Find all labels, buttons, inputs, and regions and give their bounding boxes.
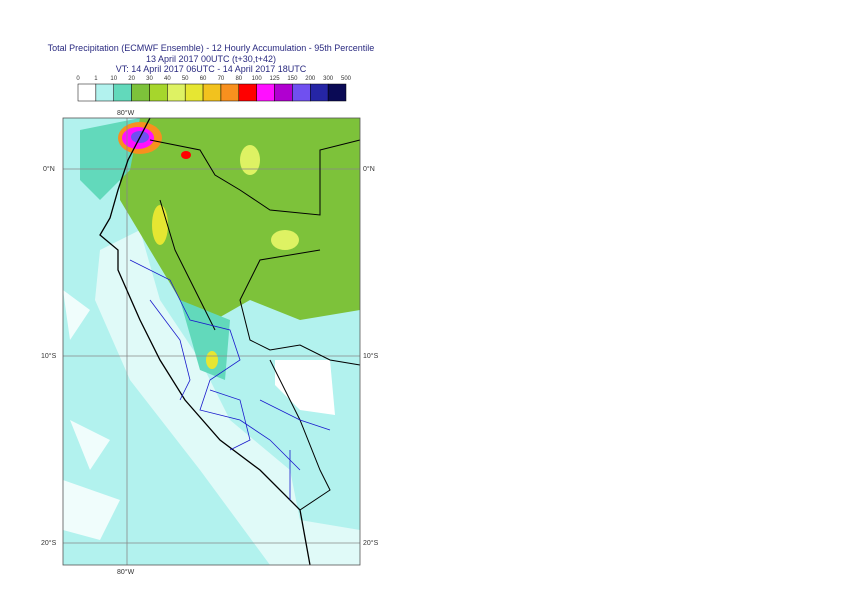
colorbar-label: 20	[128, 76, 135, 82]
dry-area	[95, 230, 360, 565]
colorbar-box	[95, 83, 114, 102]
lat-label: 20°S	[363, 539, 379, 547]
lat-label: 20°S	[41, 539, 57, 547]
coastline	[99, 117, 311, 566]
lat-label: 10°S	[41, 352, 57, 360]
colorbar-label: 10	[110, 76, 117, 82]
colorbar-label: 50	[182, 76, 189, 82]
lon-label: 80°W	[117, 109, 135, 117]
colorbar-label: 30	[146, 76, 153, 82]
map	[62, 117, 361, 566]
colorbar-box	[292, 83, 311, 102]
colorbar-label: 70	[218, 76, 225, 82]
colorbar-box	[113, 83, 132, 102]
colorbar-label: 60	[200, 76, 207, 82]
border	[149, 139, 361, 511]
rain-cell	[206, 351, 218, 369]
lat-label: 10°S	[363, 352, 379, 360]
colorbar-box	[327, 83, 347, 102]
colorbar-box	[167, 83, 186, 102]
rain-field	[120, 118, 360, 320]
lon-label: 80°W	[117, 568, 135, 576]
colorbar-box	[131, 83, 150, 102]
dry-area	[63, 290, 120, 540]
colorbar-box	[220, 83, 240, 102]
colorbar-box	[256, 83, 275, 102]
map-frame	[62, 117, 361, 566]
colorbar-box	[202, 83, 222, 102]
lat-label: 0°N	[363, 165, 375, 173]
colorbar-label: 100	[252, 76, 263, 82]
title: Total Precipitation (ECMWF Ensemble) - 1…	[48, 43, 375, 53]
colorbar-box	[238, 83, 257, 102]
colorbar-label: 150	[287, 76, 298, 82]
colorbar-box	[310, 83, 329, 102]
colorbar-label: 1	[94, 76, 98, 82]
dry-area	[275, 360, 335, 415]
rain-cell	[240, 145, 260, 175]
colorbar-label: 0	[76, 76, 80, 82]
rain-cell	[271, 230, 299, 250]
colorbar-label: 300	[323, 76, 334, 82]
colorbar-box	[149, 83, 168, 102]
colorbar-label: 200	[305, 76, 316, 82]
colorbar-label: 40	[164, 76, 171, 82]
rain-cell	[152, 205, 168, 245]
colorbar-label: 125	[270, 76, 281, 82]
regional-border	[129, 259, 331, 500]
colorbar-box	[274, 83, 293, 102]
colorbar: 0 1 10 20 30 40 50 60 70 80 100 125 150 200 300 500	[76, 76, 352, 102]
colorbar-box	[184, 83, 204, 102]
lat-label: 0°N	[43, 165, 55, 173]
subtitle: 13 April 2017 00UTC (t+30,t+42)	[146, 54, 276, 64]
valid-time: VT: 14 April 2017 06UTC - 14 April 2017 …	[116, 64, 307, 74]
colorbar-label: 80	[235, 76, 242, 82]
colorbar-label: 500	[341, 76, 352, 82]
colorbar-box	[77, 83, 97, 102]
rain-cell	[181, 151, 191, 159]
